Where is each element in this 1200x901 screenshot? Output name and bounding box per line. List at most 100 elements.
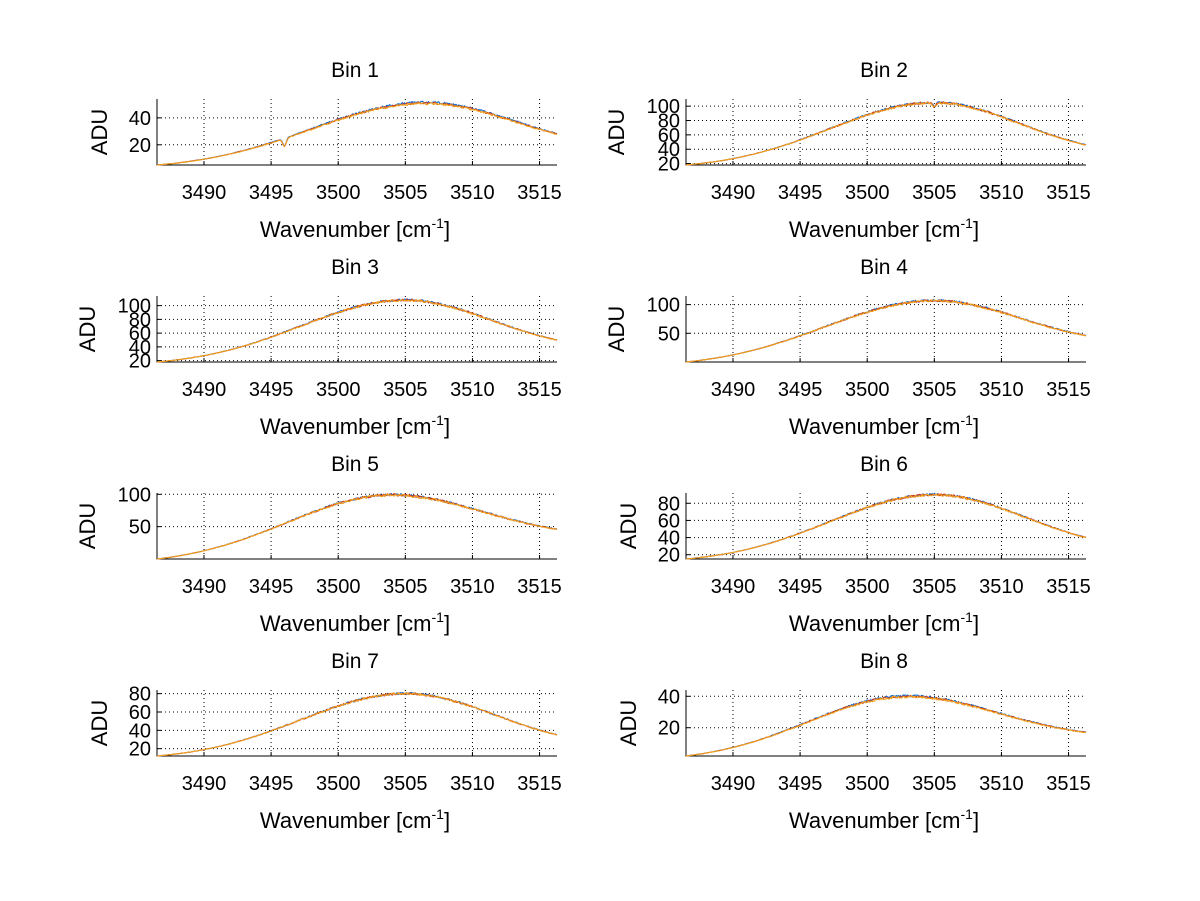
x-tick-label: 3495 (778, 773, 823, 795)
y-tick-label: 40 (129, 337, 151, 359)
x-tick-label: 3490 (182, 182, 227, 204)
x-tick-label: 3490 (711, 379, 756, 401)
y-axis-label: ADU (616, 503, 641, 549)
y-tick-label: 60 (129, 702, 151, 724)
x-tick-label: 3500 (845, 576, 890, 598)
x-axis-label-end: ] (973, 808, 979, 833)
x-tick-label: 3515 (1046, 773, 1091, 795)
y-axis-label: ADU (75, 306, 100, 352)
x-axis-label: Wavenumber [cm-1] (260, 412, 450, 439)
chart-title: Bin 1 (331, 59, 379, 82)
series-line-3 (156, 299, 558, 363)
y-axis-label: ADU (604, 109, 629, 155)
x-tick-label: 3510 (979, 576, 1024, 598)
x-tick-label: 3500 (316, 576, 361, 598)
panel-bin-5: 3490 3495 3500 3505 3510 3515 50 100 Bin 5 Wavenu… (75, 453, 562, 636)
x-axis-label-end: ] (973, 217, 979, 242)
chart-title: Bin 3 (331, 256, 379, 279)
x-axis-label-end: ] (444, 414, 450, 439)
x-axis-label: Wavenumber [cm-1] (260, 609, 450, 636)
y-tick-label: 100 (118, 296, 151, 318)
y-tick-label: 20 (129, 739, 151, 761)
y-tick-label: 100 (118, 484, 151, 506)
x-tick-label: 3510 (450, 773, 495, 795)
y-tick-label: 80 (129, 309, 151, 331)
x-tick-label: 3490 (711, 182, 756, 204)
y-tick-label: 40 (129, 108, 151, 130)
x-tick-label: 3495 (249, 379, 294, 401)
y-tick-label: 80 (129, 684, 151, 706)
y-tick-label: 50 (658, 323, 680, 345)
x-axis-label: Wavenumber [cm-1] (789, 609, 979, 636)
x-tick-label: 3505 (383, 576, 428, 598)
x-axis-label-superscript: -1 (432, 609, 445, 625)
x-axis-label-end: ] (444, 611, 450, 636)
x-axis-label-superscript: -1 (961, 609, 974, 625)
series-line-3 (156, 692, 558, 757)
x-tick-label: 3505 (383, 182, 428, 204)
y-axis-label: ADU (75, 503, 100, 549)
x-tick-label: 3495 (249, 773, 294, 795)
y-tick-label: 80 (658, 493, 680, 515)
x-axis-label: Wavenumber [cm-1] (260, 215, 450, 242)
x-tick-label: 3515 (517, 576, 562, 598)
y-tick-label: 60 (658, 510, 680, 532)
x-axis-label-superscript: -1 (432, 806, 445, 822)
x-tick-label: 3490 (182, 576, 227, 598)
x-tick-label: 3510 (450, 182, 495, 204)
x-tick-label: 3495 (778, 576, 823, 598)
y-axis-label: ADU (604, 306, 629, 352)
series-line-3 (685, 101, 1087, 166)
y-tick-label: 50 (129, 517, 151, 539)
series-line-3 (685, 493, 1087, 560)
x-axis-label-superscript: -1 (961, 215, 974, 231)
x-tick-label: 3505 (383, 379, 428, 401)
x-tick-label: 3490 (711, 576, 756, 598)
y-tick-label: 60 (129, 323, 151, 345)
x-tick-label: 3505 (912, 182, 957, 204)
y-axis-label: ADU (87, 700, 112, 746)
x-tick-label: 3500 (845, 182, 890, 204)
chart-title: Bin 5 (331, 453, 379, 476)
x-tick-label: 3490 (182, 379, 227, 401)
x-tick-label: 3495 (249, 576, 294, 598)
x-axis-label-main: Wavenumber [cm (789, 217, 961, 242)
x-axis-label-superscript: -1 (961, 412, 974, 428)
x-tick-label: 3515 (1046, 182, 1091, 204)
x-axis-label-end: ] (973, 611, 979, 636)
panel-bin-4: 3490 3495 3500 3505 3510 3515 50 100 Bin 4 Wavenu… (604, 256, 1091, 439)
x-tick-label: 3500 (316, 773, 361, 795)
y-tick-label: 40 (658, 686, 680, 708)
y-tick-label: 20 (658, 718, 680, 740)
x-tick-label: 3500 (845, 379, 890, 401)
x-axis-label-superscript: -1 (961, 806, 974, 822)
x-axis-label-main: Wavenumber [cm (789, 808, 961, 833)
series-line-3 (685, 299, 1087, 363)
chart-title: Bin 7 (331, 650, 379, 673)
x-tick-label: 3505 (912, 773, 957, 795)
x-tick-label: 3510 (450, 576, 495, 598)
x-tick-label: 3510 (979, 773, 1024, 795)
x-axis-label-main: Wavenumber [cm (260, 808, 432, 833)
series-line-3 (685, 695, 1087, 757)
x-tick-label: 3495 (778, 182, 823, 204)
x-tick-label: 3505 (912, 379, 957, 401)
x-axis-label: Wavenumber [cm-1] (789, 806, 979, 833)
y-axis-label: ADU (616, 700, 641, 746)
series-line-3 (156, 493, 557, 560)
y-tick-label: 20 (129, 351, 151, 373)
x-axis-label-end: ] (444, 217, 450, 242)
x-axis-label-main: Wavenumber [cm (260, 217, 432, 242)
chart-title: Bin 8 (860, 650, 908, 673)
x-tick-label: 3515 (517, 182, 562, 204)
x-axis-label-main: Wavenumber [cm (789, 611, 961, 636)
x-tick-label: 3490 (711, 773, 756, 795)
x-tick-label: 3510 (979, 379, 1024, 401)
chart-title: Bin 4 (860, 256, 908, 279)
x-axis-label-main: Wavenumber [cm (789, 414, 961, 439)
y-tick-label: 40 (658, 528, 680, 550)
x-axis-label-main: Wavenumber [cm (260, 414, 432, 439)
